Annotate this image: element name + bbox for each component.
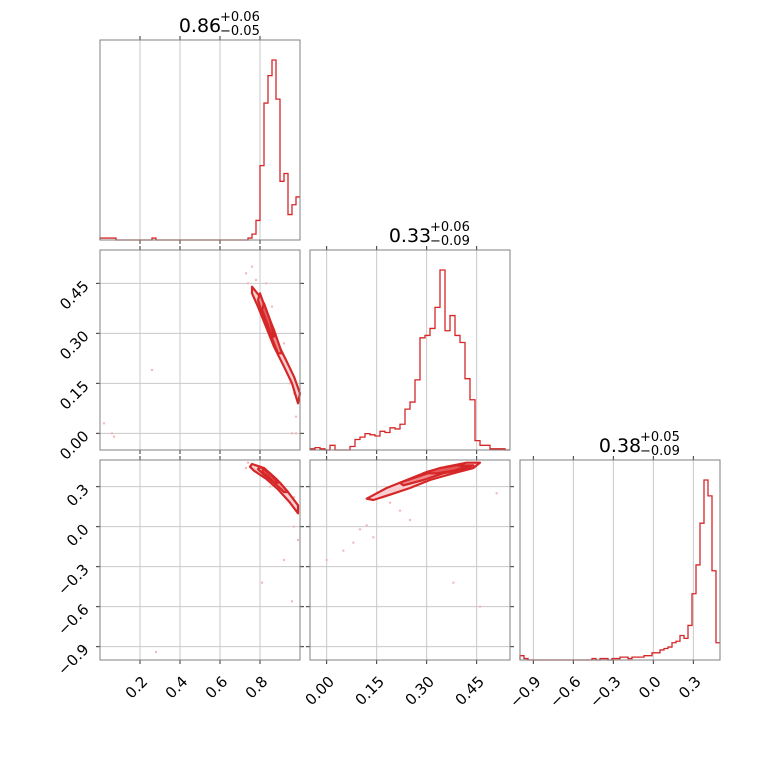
sample-point — [282, 558, 286, 562]
title-upper-error: +0.06 — [430, 220, 470, 235]
sample-point — [154, 650, 158, 654]
sample-point — [358, 528, 362, 531]
panel-background — [520, 460, 720, 660]
sample-point — [268, 485, 272, 488]
y-tick-label: −0.6 — [54, 600, 92, 638]
panel-frame — [99, 459, 301, 661]
sample-point — [246, 282, 250, 285]
panel-frame — [309, 459, 511, 661]
sample-point — [246, 461, 250, 464]
x-tick-label: 0.8 — [242, 673, 272, 703]
panel-background — [310, 250, 510, 450]
x-tick-label: −0.6 — [546, 673, 584, 711]
sample-point — [292, 525, 296, 528]
panel-title: 0.86 — [179, 15, 221, 37]
sample-point — [112, 435, 116, 438]
x-tick-label: −0.3 — [586, 673, 624, 711]
title-lower-error: −0.09 — [640, 444, 680, 459]
sample-point — [150, 368, 154, 372]
x-tick-label: 0.15 — [352, 673, 388, 709]
sample-point — [260, 581, 264, 584]
y-tick-label: 0.45 — [56, 277, 92, 313]
panel-frame — [519, 459, 721, 661]
sample-point — [372, 536, 375, 539]
y-tick-label: 0.15 — [56, 377, 92, 413]
sample-point — [102, 422, 106, 425]
panel-background — [100, 40, 300, 240]
contour-level — [422, 464, 468, 475]
panel-frame — [99, 249, 301, 451]
y-tick-label: 0.30 — [56, 327, 92, 363]
x-tick-label: 0.30 — [402, 673, 438, 709]
y-tick-label: −0.3 — [54, 560, 92, 598]
panel-frame — [99, 39, 301, 241]
sample-point — [398, 509, 402, 512]
contour-level — [260, 302, 276, 338]
sample-point — [294, 415, 298, 418]
sample-point — [264, 282, 268, 285]
contour-level — [260, 468, 280, 484]
sample-point — [408, 518, 412, 522]
sample-point — [110, 432, 114, 435]
title-median: 0.38 — [599, 435, 641, 457]
x-tick-label: 0.0 — [635, 673, 665, 703]
title-median: 0.33 — [389, 225, 431, 247]
sample-point — [282, 342, 286, 345]
sample-point — [254, 278, 258, 282]
sample-point — [325, 558, 328, 562]
sample-point — [388, 501, 392, 504]
y-tick-label: −0.9 — [54, 640, 92, 678]
sample-point — [244, 272, 248, 275]
sample-point — [294, 432, 298, 435]
panel-background — [100, 460, 300, 660]
sample-point — [342, 549, 345, 552]
sample-point — [296, 538, 300, 542]
x-tick-label: 0.2 — [122, 673, 152, 703]
x-tick-label: 0.45 — [452, 673, 488, 709]
panel-frame — [309, 249, 511, 451]
sample-point — [478, 605, 482, 608]
y-tick-label: 0.00 — [56, 427, 92, 463]
x-tick-label: 0.3 — [675, 673, 705, 703]
panel-background — [100, 250, 300, 450]
sample-point — [290, 432, 294, 435]
title-lower-error: −0.09 — [430, 234, 470, 249]
sample-point — [244, 466, 248, 470]
title-median: 0.86 — [179, 15, 221, 37]
sample-point — [290, 600, 294, 603]
x-tick-label: 0.6 — [202, 673, 232, 703]
sample-point — [270, 305, 274, 308]
panel-background — [310, 460, 510, 660]
title-upper-error: +0.06 — [220, 10, 260, 25]
panel-title: 0.33 — [389, 225, 431, 247]
sample-point — [495, 492, 498, 495]
title-lower-error: −0.05 — [220, 24, 260, 39]
x-tick-label: 0.4 — [162, 673, 192, 703]
y-tick-label: 0.0 — [63, 520, 93, 550]
sample-point — [250, 265, 254, 268]
title-upper-error: +0.05 — [640, 430, 680, 445]
x-tick-label: −0.9 — [506, 673, 544, 711]
y-tick-label: 0.3 — [63, 480, 93, 510]
x-tick-label: 0.00 — [302, 673, 338, 709]
sample-point — [365, 524, 368, 527]
sample-point — [352, 541, 355, 544]
panel-title: 0.38 — [599, 435, 641, 457]
sample-point — [452, 581, 455, 584]
